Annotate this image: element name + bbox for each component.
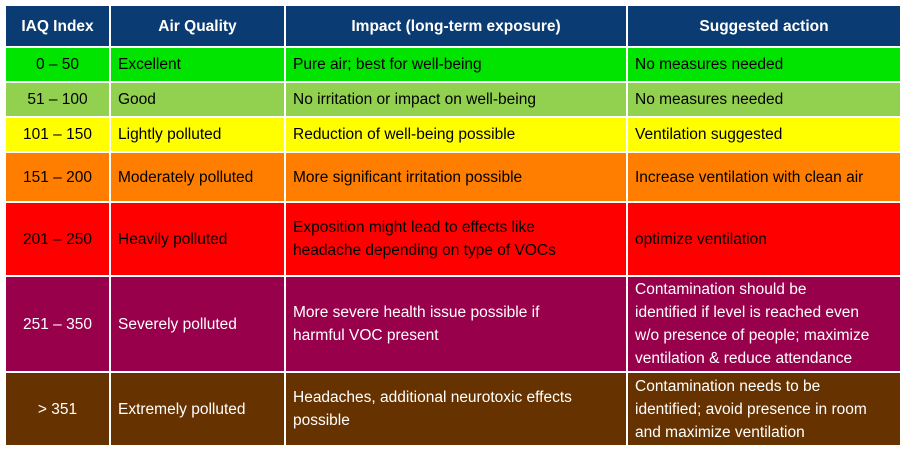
air-quality-value: Lightly polluted (118, 126, 222, 143)
impact-value: Exposition might lead to effects like he… (293, 219, 556, 259)
table-row: 0 – 50 Excellent Pure air; best for well… (6, 48, 900, 81)
header-iaq-index: IAQ Index (6, 6, 109, 46)
header-air-quality: Air Quality (111, 6, 284, 46)
iaq-index-value: 101 – 150 (23, 126, 92, 143)
impact-value: No irritation or impact on well-being (293, 91, 536, 108)
table-row: 101 – 150 Lightly polluted Reduction of … (6, 118, 900, 151)
iaq-index-cell: 151 – 200 (6, 153, 109, 201)
action-cell: Contamination should be identified if le… (628, 277, 900, 371)
impact-cell: Headaches, additional neurotoxic effects… (286, 373, 626, 445)
iaq-table: IAQ Index Air Quality Impact (long-term … (4, 4, 902, 447)
air-quality-value: Good (118, 91, 156, 108)
impact-cell: No irritation or impact on well-being (286, 83, 626, 116)
action-value: Contamination needs to be identified; av… (635, 377, 867, 441)
table-row: 51 – 100 Good No irritation or impact on… (6, 83, 900, 116)
impact-value: Pure air; best for well-being (293, 56, 482, 73)
iaq-index-value: 201 – 250 (23, 230, 92, 248)
action-cell: Contamination needs to be identified; av… (628, 373, 900, 445)
table-row: > 351 Extremely polluted Headaches, addi… (6, 373, 900, 445)
table-row: 251 – 350 Severely polluted More severe … (6, 277, 900, 371)
action-value: Ventilation suggested (635, 126, 783, 143)
action-cell: Increase ventilation with clean air (628, 153, 900, 201)
table-row: 201 – 250 Heavily polluted Exposition mi… (6, 203, 900, 275)
air-quality-value: Excellent (118, 56, 181, 73)
action-cell: No measures needed (628, 83, 900, 116)
air-quality-cell: Heavily polluted (111, 203, 284, 275)
impact-value: More severe health issue possible if har… (293, 304, 540, 344)
impact-cell: Reduction of well-being possible (286, 118, 626, 151)
impact-value: More significant irritation possible (293, 168, 523, 186)
impact-cell: More significant irritation possible (286, 153, 626, 201)
table-row: 151 – 200 Moderately polluted More signi… (6, 153, 900, 201)
table-body: 0 – 50 Excellent Pure air; best for well… (6, 48, 900, 445)
action-cell: optimize ventilation (628, 203, 900, 275)
iaq-index-cell: 0 – 50 (6, 48, 109, 81)
action-value: Contamination should be identified if le… (635, 281, 870, 367)
iaq-index-value: 251 – 350 (23, 315, 92, 333)
action-cell: Ventilation suggested (628, 118, 900, 151)
header-row: IAQ Index Air Quality Impact (long-term … (6, 6, 900, 46)
iaq-index-cell: > 351 (6, 373, 109, 445)
iaq-index-cell: 101 – 150 (6, 118, 109, 151)
iaq-index-cell: 51 – 100 (6, 83, 109, 116)
air-quality-value: Severely polluted (118, 315, 237, 333)
action-value: No measures needed (635, 91, 784, 108)
impact-value: Headaches, additional neurotoxic effects… (293, 389, 572, 429)
impact-cell: More severe health issue possible if har… (286, 277, 626, 371)
iaq-index-cell: 251 – 350 (6, 277, 109, 371)
iaq-index-cell: 201 – 250 (6, 203, 109, 275)
air-quality-value: Moderately polluted (118, 168, 254, 186)
impact-cell: Exposition might lead to effects like he… (286, 203, 626, 275)
iaq-index-value: > 351 (37, 400, 78, 418)
air-quality-cell: Excellent (111, 48, 284, 81)
air-quality-cell: Good (111, 83, 284, 116)
air-quality-value: Extremely polluted (118, 400, 246, 418)
action-value: No measures needed (635, 56, 784, 73)
table-header: IAQ Index Air Quality Impact (long-term … (6, 6, 900, 46)
impact-cell: Pure air; best for well-being (286, 48, 626, 81)
air-quality-value: Heavily polluted (118, 230, 228, 248)
header-suggested-action: Suggested action (628, 6, 900, 46)
air-quality-cell: Extremely polluted (111, 373, 284, 445)
action-value: Increase ventilation with clean air (635, 168, 864, 186)
action-value: optimize ventilation (635, 230, 767, 248)
action-cell: No measures needed (628, 48, 900, 81)
air-quality-cell: Moderately polluted (111, 153, 284, 201)
impact-value: Reduction of well-being possible (293, 126, 516, 143)
iaq-index-value: 51 – 100 (27, 91, 88, 108)
air-quality-cell: Severely polluted (111, 277, 284, 371)
air-quality-cell: Lightly polluted (111, 118, 284, 151)
iaq-index-value: 151 – 200 (23, 168, 92, 186)
iaq-index-value: 0 – 50 (35, 56, 80, 73)
header-impact: Impact (long-term exposure) (286, 6, 626, 46)
